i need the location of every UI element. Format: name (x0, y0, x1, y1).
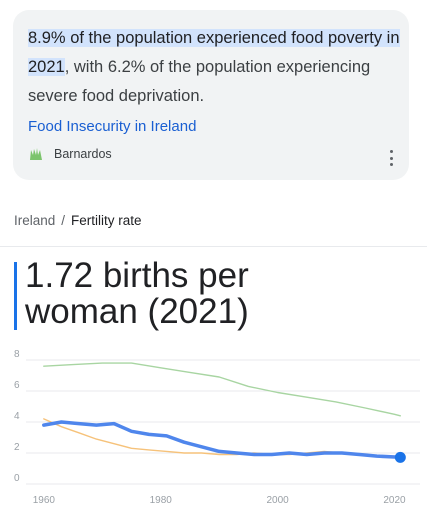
more-vert-icon[interactable] (389, 150, 393, 166)
y-tick-label: 0 (14, 473, 20, 484)
series-line-world (43, 362, 401, 417)
breadcrumb: Ireland / Fertility rate (14, 213, 142, 228)
barnardos-logo-icon (30, 148, 42, 160)
stat-value: 1.72 births per woman (2021) (25, 258, 415, 330)
stat-accent-bar (14, 262, 17, 330)
source-row[interactable]: Barnardos (28, 144, 112, 164)
stat-line-1: 1.72 births per (25, 256, 249, 295)
y-tick-label: 2 (14, 442, 20, 453)
x-tick-label: 1980 (150, 495, 173, 506)
x-tick-label: 2020 (383, 495, 406, 506)
snippet-text: 8.9% of the population experienced food … (28, 24, 400, 111)
breadcrumb-metric: Fertility rate (71, 213, 142, 228)
y-tick-label: 8 (14, 350, 20, 360)
source-name: Barnardos (54, 147, 112, 161)
snippet-rest: , with 6.2% of the population experienci… (28, 58, 371, 105)
fertility-rate-chart[interactable]: 0 2 4 6 8 1960 1980 2000 2020 (0, 350, 427, 512)
section-divider (0, 246, 427, 247)
breadcrumb-country[interactable]: Ireland (14, 213, 56, 228)
source-link[interactable]: Food Insecurity in Ireland (28, 118, 197, 135)
x-tick-label: 2000 (266, 495, 289, 506)
featured-snippet-card: 8.9% of the population experienced food … (13, 10, 409, 180)
y-tick-label: 4 (14, 411, 20, 422)
x-tick-label: 1960 (33, 495, 56, 506)
current-value-point[interactable] (394, 451, 406, 463)
stat-line-2: woman (2021) (25, 292, 249, 331)
series-line-ireland (42, 420, 403, 460)
y-tick-label: 6 (14, 380, 20, 391)
breadcrumb-separator: / (61, 213, 66, 228)
